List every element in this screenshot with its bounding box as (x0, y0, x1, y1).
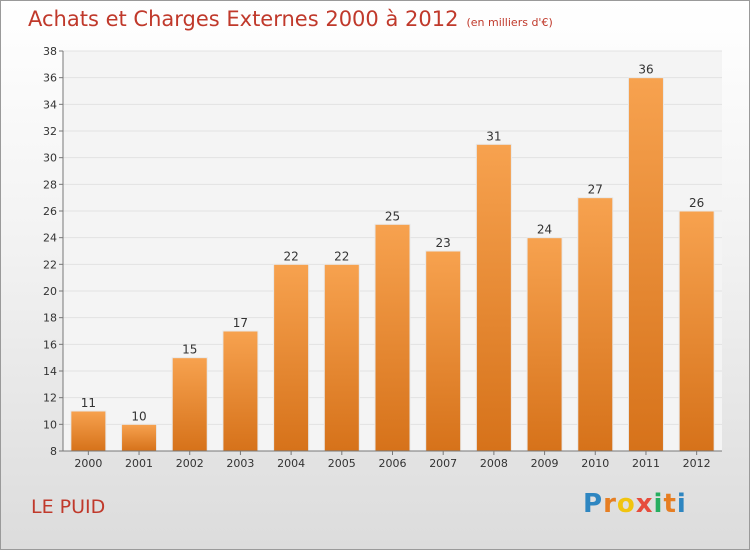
x-tick-label: 2009 (531, 457, 559, 470)
bar-2005 (323, 263, 360, 452)
y-tick-label: 30 (43, 152, 57, 165)
bar-2006 (374, 223, 411, 452)
bar-layer: 11 10 15 17 22 22 25 23 31 24 27 36 26 (70, 63, 715, 452)
x-tick-label: 2000 (74, 457, 102, 470)
bar-2010 (577, 197, 614, 452)
logo-letter: i (676, 489, 687, 519)
y-tick-label: 10 (43, 418, 57, 431)
y-tick-label: 24 (43, 232, 57, 245)
data-label-2010: 27 (588, 183, 603, 197)
proxiti-logo: Proxiti (583, 489, 687, 519)
logo-letter: P (583, 489, 604, 519)
bar-2001 (121, 423, 158, 452)
y-tick-label: 38 (43, 45, 57, 58)
x-tick-label: 2011 (632, 457, 660, 470)
logo-letter: o (616, 489, 636, 519)
data-label-2004: 22 (283, 249, 298, 263)
bar-2012 (678, 210, 715, 452)
bar-2000 (70, 410, 107, 452)
data-label-2003: 17 (233, 316, 248, 330)
logo-letter: x (635, 489, 654, 519)
y-tick-label: 14 (43, 365, 57, 378)
chart-subtitle: (en milliers d'€) (466, 16, 553, 29)
y-tick-label: 28 (43, 178, 57, 191)
x-tick-label: 2002 (176, 457, 204, 470)
data-label-2008: 31 (486, 129, 501, 143)
x-tick-label: 2004 (277, 457, 305, 470)
x-tick-label: 2012 (683, 457, 711, 470)
chart-title: Achats et Charges Externes 2000 à 2012 (e… (28, 7, 553, 31)
x-tick-label: 2003 (226, 457, 254, 470)
y-tick-label: 26 (43, 205, 57, 218)
data-label-2012: 26 (689, 196, 704, 210)
y-tick-label: 8 (50, 445, 57, 458)
x-tick-label: 2007 (429, 457, 457, 470)
logo-letter: r (603, 489, 617, 519)
data-label-2011: 36 (638, 63, 653, 77)
logo-letter: t (663, 489, 677, 519)
x-tick-label: 2010 (581, 457, 609, 470)
y-tick-label: 12 (43, 392, 57, 405)
y-tick-label: 18 (43, 312, 57, 325)
bar-2002 (171, 357, 208, 452)
y-tick-label: 20 (43, 285, 57, 298)
data-label-2007: 23 (436, 236, 451, 250)
bar-2004 (273, 263, 310, 452)
place-name: LE PUID (31, 496, 106, 518)
data-label-2000: 11 (81, 396, 96, 410)
x-tick-label: 2001 (125, 457, 153, 470)
bar-2008 (475, 143, 512, 452)
data-label-2001: 10 (131, 409, 146, 423)
y-tick-label: 32 (43, 125, 57, 138)
axis-layer: 8 10 12 14 16 18 20 22 24 26 28 30 32 34 36 38 2000 2001 2… (43, 45, 722, 470)
x-tick-label: 2006 (379, 457, 407, 470)
bar-2007 (425, 250, 462, 452)
y-tick-label: 34 (43, 98, 57, 111)
x-tick-label: 2008 (480, 457, 508, 470)
data-label-2009: 24 (537, 223, 552, 237)
bar-2009 (526, 237, 563, 452)
data-label-2006: 25 (385, 209, 400, 223)
y-tick-label: 16 (43, 338, 57, 351)
bar-chart: 11 10 15 17 22 22 25 23 31 24 27 36 26 8 10 12 14 16 18 20… (43, 45, 722, 470)
y-tick-label: 22 (43, 258, 57, 271)
bar-2011 (627, 77, 664, 452)
data-label-2002: 15 (182, 343, 197, 357)
logo-letter: i (653, 489, 664, 519)
bar-2003 (222, 330, 259, 452)
x-tick-label: 2005 (328, 457, 356, 470)
data-label-2005: 22 (334, 249, 349, 263)
y-tick-label: 36 (43, 72, 57, 85)
